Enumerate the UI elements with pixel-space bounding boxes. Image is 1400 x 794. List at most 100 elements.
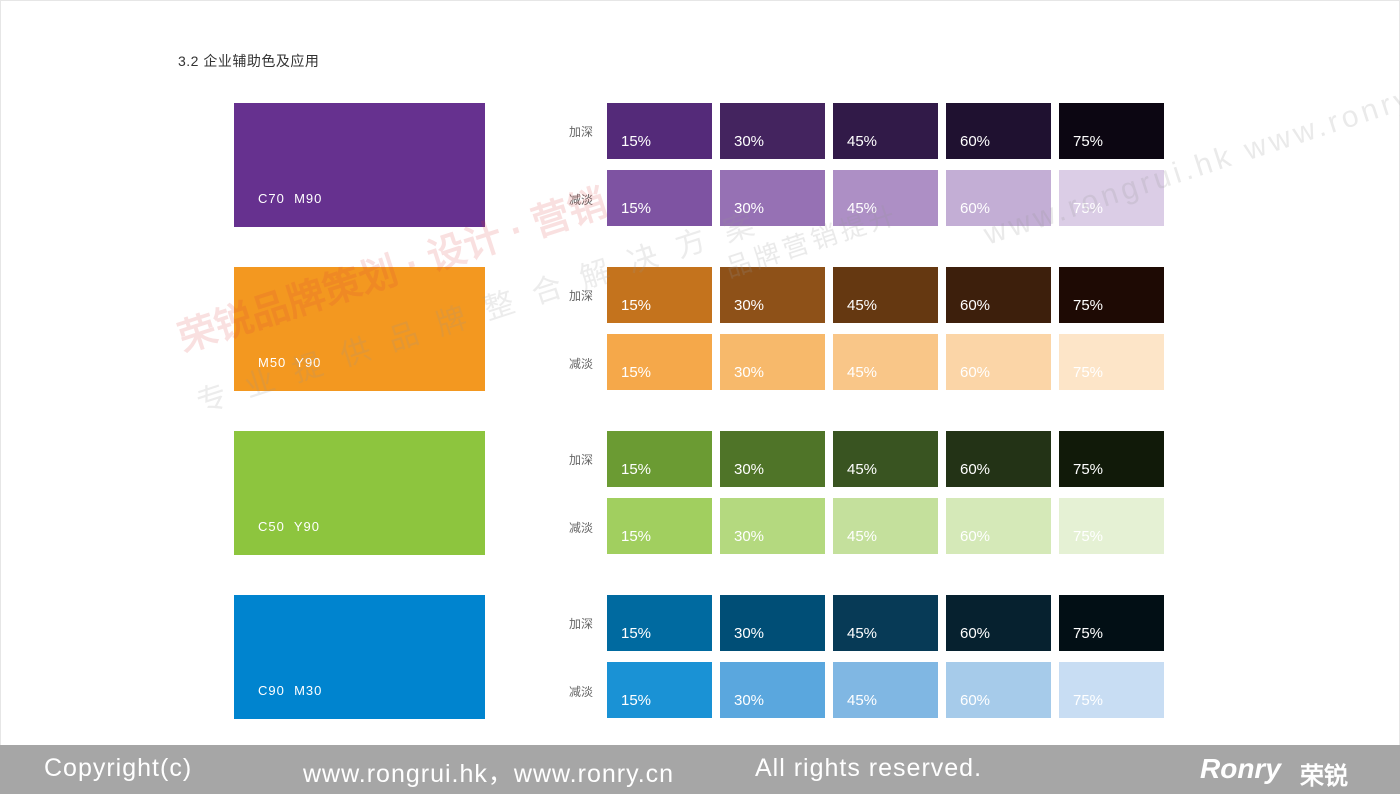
percent-label: 15% xyxy=(621,528,652,545)
color-group: C70 M90 加深 15% 30% 45% 60% 75% 减淡 15% 30% 45% 60% 75… xyxy=(0,103,1400,227)
brand-logo-cn: 荣锐 xyxy=(1300,763,1348,790)
footer-rights: All rights reserved. xyxy=(755,754,983,782)
percent-label: 15% xyxy=(621,461,652,478)
lighten-tint-tile: 45% xyxy=(833,498,938,554)
percent-label: 60% xyxy=(960,528,991,545)
lighten-tint-tile: 30% xyxy=(720,170,825,226)
percent-label: 60% xyxy=(960,461,991,478)
darken-tint-tile: 75% xyxy=(1059,267,1164,323)
percent-label: 15% xyxy=(621,200,652,217)
lighten-tint-tile: 60% xyxy=(946,662,1051,718)
darken-tint-tile: 45% xyxy=(833,103,938,159)
darken-tint-tile: 60% xyxy=(946,431,1051,487)
percent-label: 30% xyxy=(734,364,765,381)
lighten-tint-tile: 60% xyxy=(946,498,1051,554)
darken-tint-tile: 30% xyxy=(720,267,825,323)
percent-label: 45% xyxy=(847,692,878,709)
darken-tint-tile: 60% xyxy=(946,595,1051,651)
lighten-row-label: 减淡 xyxy=(569,193,594,207)
percent-label: 60% xyxy=(960,692,991,709)
percent-label: 45% xyxy=(847,625,878,642)
percent-label: 75% xyxy=(1073,461,1104,478)
brand-logo: Ronry xyxy=(1200,753,1281,784)
darken-tint-tile: 15% xyxy=(607,595,712,651)
percent-label: 30% xyxy=(734,692,765,709)
darken-tint-tile: 15% xyxy=(607,267,712,323)
percent-label: 30% xyxy=(734,200,765,217)
darken-tint-tile: 75% xyxy=(1059,595,1164,651)
darken-tint-tile: 30% xyxy=(720,103,825,159)
darken-row-label: 加深 xyxy=(569,453,594,467)
percent-label: 60% xyxy=(960,133,991,150)
color-code-label: M50 Y90 xyxy=(258,355,322,370)
percent-label: 75% xyxy=(1073,692,1104,709)
percent-label: 30% xyxy=(734,297,765,314)
percent-label: 75% xyxy=(1073,200,1104,217)
percent-label: 60% xyxy=(960,625,991,642)
section-title: 3.2 企业辅助色及应用 xyxy=(178,53,320,69)
percent-label: 45% xyxy=(847,297,878,314)
lighten-tint-tile: 15% xyxy=(607,498,712,554)
lighten-tint-tile: 45% xyxy=(833,170,938,226)
darken-tint-tile: 60% xyxy=(946,267,1051,323)
percent-label: 15% xyxy=(621,364,652,381)
percent-label: 30% xyxy=(734,528,765,545)
lighten-tint-tile: 30% xyxy=(720,498,825,554)
percent-label: 45% xyxy=(847,461,878,478)
footer-urls: www.rongrui.hk，www.ronry.cn xyxy=(303,760,675,788)
percent-label: 60% xyxy=(960,297,991,314)
darken-row-label: 加深 xyxy=(569,125,594,139)
darken-tint-tile: 30% xyxy=(720,431,825,487)
lighten-tint-tile: 30% xyxy=(720,662,825,718)
footer-bar: Copyright(c) www.rongrui.hk，www.ronry.cn… xyxy=(0,745,1400,794)
lighten-tint-tile: 15% xyxy=(607,170,712,226)
darken-tint-tile: 45% xyxy=(833,595,938,651)
darken-row-label: 加深 xyxy=(569,617,594,631)
percent-label: 45% xyxy=(847,200,878,217)
color-group: M50 Y90 加深 15% 30% 45% 60% 75% 减淡 15% 30% 45% 60% 75… xyxy=(0,267,1400,391)
percent-label: 75% xyxy=(1073,625,1104,642)
color-group: C50 Y90 加深 15% 30% 45% 60% 75% 减淡 15% 30% 45% 60% 75… xyxy=(0,431,1400,555)
darken-row-label: 加深 xyxy=(569,289,594,303)
lighten-tint-tile: 60% xyxy=(946,170,1051,226)
darken-tint-tile: 45% xyxy=(833,267,938,323)
percent-label: 45% xyxy=(847,364,878,381)
percent-label: 15% xyxy=(621,692,652,709)
lighten-tint-tile: 75% xyxy=(1059,334,1164,390)
color-code-label: C90 M30 xyxy=(258,683,323,698)
lighten-tint-tile: 30% xyxy=(720,334,825,390)
darken-tint-tile: 45% xyxy=(833,431,938,487)
color-code-label: C50 Y90 xyxy=(258,519,320,534)
lighten-row-label: 减淡 xyxy=(569,357,594,371)
percent-label: 30% xyxy=(734,133,765,150)
percent-label: 75% xyxy=(1073,133,1104,150)
percent-label: 60% xyxy=(960,200,991,217)
footer-copyright: Copyright(c) xyxy=(44,754,193,782)
percent-label: 30% xyxy=(734,461,765,478)
lighten-tint-tile: 45% xyxy=(833,662,938,718)
percent-label: 60% xyxy=(960,364,991,381)
percent-label: 15% xyxy=(621,133,652,150)
percent-label: 75% xyxy=(1073,297,1104,314)
main-color-swatch: M50 Y90 xyxy=(234,267,485,391)
percent-label: 75% xyxy=(1073,364,1104,381)
lighten-row-label: 减淡 xyxy=(569,521,594,535)
color-code-label: C70 M90 xyxy=(258,191,323,206)
percent-label: 45% xyxy=(847,528,878,545)
lighten-tint-tile: 15% xyxy=(607,662,712,718)
percent-label: 75% xyxy=(1073,528,1104,545)
percent-label: 45% xyxy=(847,133,878,150)
lighten-row-label: 减淡 xyxy=(569,685,594,699)
lighten-tint-tile: 75% xyxy=(1059,170,1164,226)
main-color-swatch: C50 Y90 xyxy=(234,431,485,555)
darken-tint-tile: 15% xyxy=(607,431,712,487)
lighten-tint-tile: 15% xyxy=(607,334,712,390)
lighten-tint-tile: 75% xyxy=(1059,662,1164,718)
lighten-tint-tile: 75% xyxy=(1059,498,1164,554)
darken-tint-tile: 60% xyxy=(946,103,1051,159)
percent-label: 15% xyxy=(621,625,652,642)
lighten-tint-tile: 60% xyxy=(946,334,1051,390)
darken-tint-tile: 75% xyxy=(1059,103,1164,159)
percent-label: 15% xyxy=(621,297,652,314)
percent-label: 30% xyxy=(734,625,765,642)
